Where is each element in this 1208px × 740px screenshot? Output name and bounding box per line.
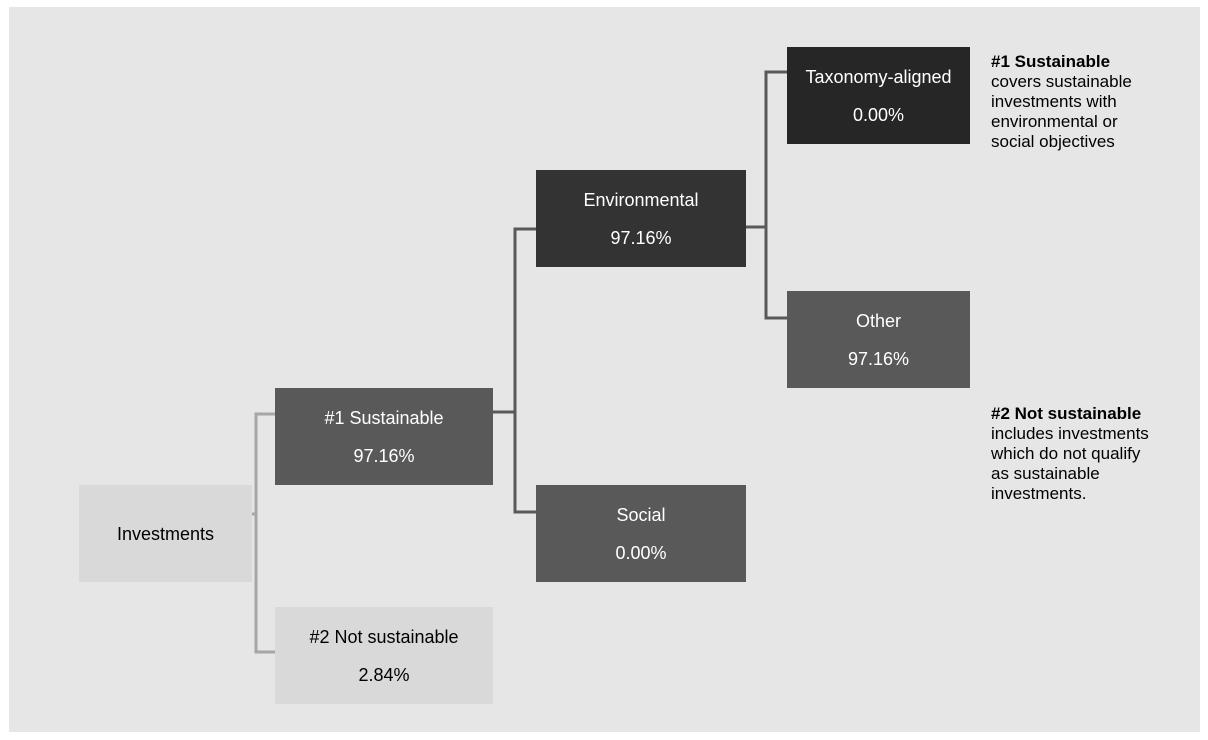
- legend-sustainable-title: #1 Sustainable: [991, 52, 1111, 71]
- node-taxonomy-aligned-label: Taxonomy-aligned: [805, 66, 952, 87]
- node-social-label: Social: [616, 504, 666, 525]
- node-not-sustainable-label: #2 Not sustainable: [309, 626, 459, 647]
- node-environmental-label: Environmental: [583, 189, 699, 210]
- node-other-label: Other: [855, 310, 902, 331]
- node-social: Social 0.00%: [536, 485, 746, 582]
- connector-sustainable-to-social: [513, 412, 536, 514]
- node-environmental: Environmental 97.16%: [536, 170, 746, 267]
- legend-sustainable-text: covers sustainable investments with envi…: [991, 72, 1132, 151]
- connector-investments-to-not-sustainable: [254, 514, 275, 654]
- node-sustainable-label: #1 Sustainable: [324, 407, 444, 428]
- connector-sustainable-to-environmental: [493, 227, 536, 414]
- connector-investments-to-sustainable: [252, 412, 275, 516]
- connector-environmental-to-taxonomy: [746, 70, 787, 229]
- node-investments-label: Investments: [116, 523, 215, 544]
- node-social-value: 0.00%: [615, 542, 667, 563]
- node-environmental-value: 97.16%: [610, 227, 672, 248]
- node-investments: Investments: [79, 485, 252, 582]
- legend-sustainable: #1 Sustainable covers sustainable invest…: [991, 52, 1191, 152]
- node-not-sustainable: #2 Not sustainable 2.84%: [275, 607, 493, 704]
- node-sustainable-value: 97.16%: [353, 445, 415, 466]
- node-other: Other 97.16%: [787, 291, 970, 388]
- node-other-value: 97.16%: [847, 348, 910, 369]
- connector-environmental-to-other: [764, 227, 787, 320]
- legend-not-sustainable-text: includes investments which do not qualif…: [991, 424, 1149, 503]
- legend-not-sustainable: #2 Not sustainable includes investments …: [991, 404, 1196, 504]
- node-taxonomy-aligned: Taxonomy-aligned 0.00%: [787, 47, 970, 144]
- diagram-background: [9, 7, 1200, 732]
- legend-not-sustainable-title: #2 Not sustainable: [991, 404, 1142, 423]
- node-taxonomy-aligned-value: 0.00%: [852, 104, 905, 125]
- node-not-sustainable-value: 2.84%: [358, 664, 410, 685]
- node-sustainable: #1 Sustainable 97.16%: [275, 388, 493, 485]
